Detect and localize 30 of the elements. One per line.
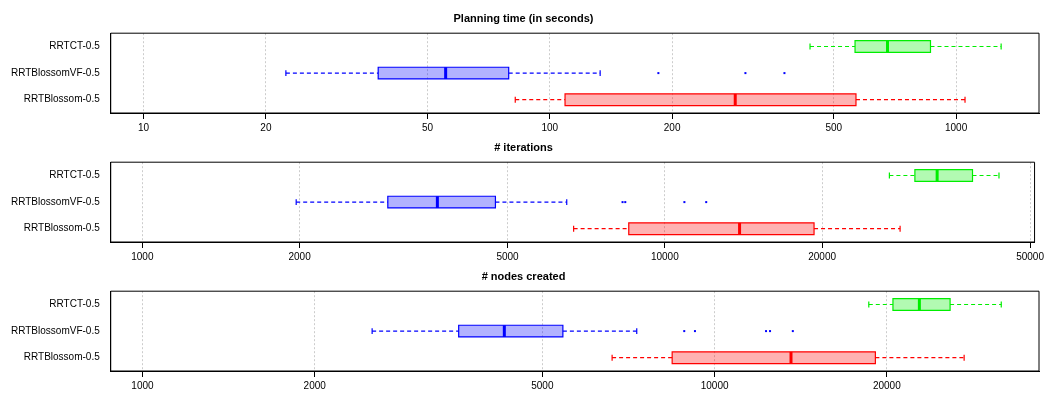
y-tick-label: RRTBlossomVF-0.5 — [10, 195, 101, 207]
x-tick-label: 50 — [421, 121, 434, 133]
x-tick-label: 200 — [663, 121, 681, 133]
x-tick-label: 2000 — [303, 379, 327, 391]
y-tick-label: RRTBlossomVF-0.5 — [10, 66, 101, 78]
x-tick-label: 5000 — [531, 379, 554, 391]
y-tick-label: RRTBlossomVF-0.5 — [10, 324, 101, 336]
chart-title: Planning time (in seconds) — [453, 11, 594, 24]
x-tick-label: 100 — [541, 121, 559, 133]
y-tick-label: RRTCT-0.5 — [49, 40, 101, 52]
x-tick-label: 1000 — [944, 121, 968, 133]
x-tick-label: 10000 — [700, 379, 729, 391]
x-tick-label: 10000 — [650, 250, 680, 262]
x-tick-label: 2000 — [288, 250, 312, 262]
x-tick-label: 20 — [260, 121, 272, 133]
x-tick-label: 10 — [138, 121, 150, 133]
x-tick-label: 1000 — [131, 250, 154, 262]
x-tick-label: 50000 — [1016, 250, 1045, 262]
y-tick-label: RRTCT-0.5 — [49, 169, 101, 181]
y-tick-label: RRTBlossom-0.5 — [23, 93, 101, 105]
x-tick-label: 500 — [825, 121, 843, 133]
x-tick-label: 20000 — [808, 250, 837, 262]
x-tick-label: 20000 — [872, 379, 902, 391]
x-tick-label: 1000 — [131, 379, 155, 391]
y-tick-label: RRTCT-0.5 — [49, 298, 101, 310]
chart-title: # iterations — [494, 140, 553, 153]
y-tick-label: RRTBlossom-0.5 — [23, 222, 101, 234]
chart-title: # nodes created — [481, 269, 566, 282]
x-tick-label: 5000 — [496, 250, 520, 262]
y-tick-label: RRTBlossom-0.5 — [23, 351, 101, 363]
